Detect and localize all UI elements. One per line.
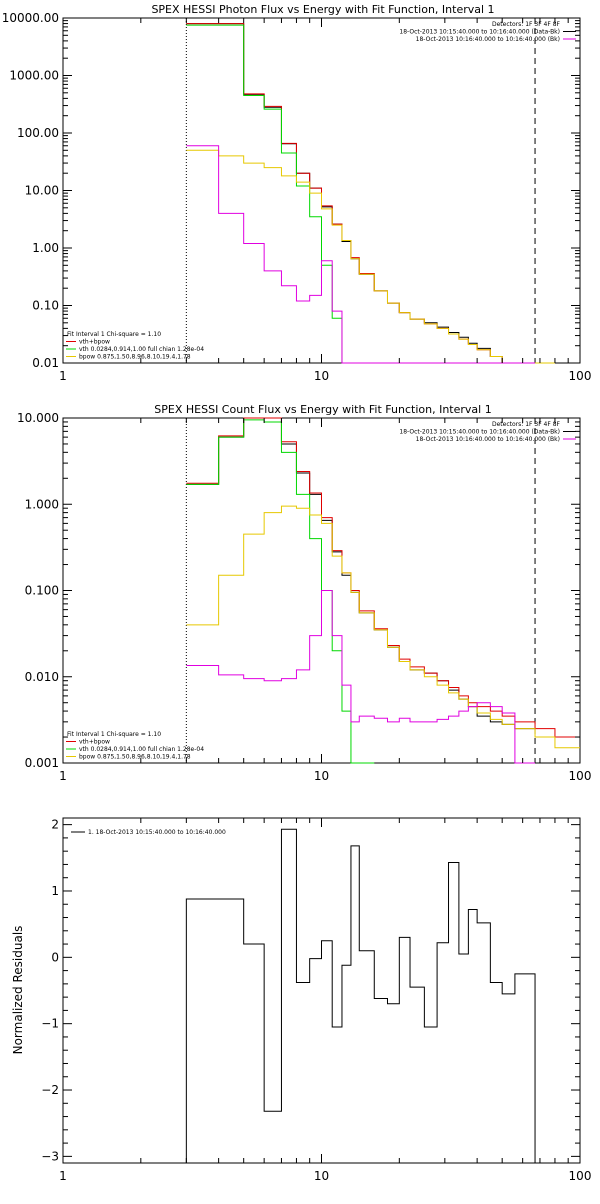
series-line-3	[186, 505, 580, 749]
legend-entry: vth 0.0284,0.914,1.00 full chian 1.28e-0…	[79, 746, 204, 753]
y-tick-label: 1.00	[32, 241, 59, 255]
legend-entry: Fit Interval 1 Chi-square = 1.10	[67, 331, 161, 338]
x-tick-label: 10	[314, 769, 329, 783]
y-tick-label: 0	[51, 950, 59, 964]
photon-flux-axes: 1 10 100 0.01 0.10 1.00 10.00 100.00 1000.00 1000…	[2, 11, 592, 383]
series-line-4	[186, 590, 536, 764]
residuals-axes: 1 10 100 −3 −2 −1 0 1 2	[41, 818, 591, 1183]
y-tick-label: 0.100	[25, 584, 59, 598]
y-tick-label: 100.00	[17, 126, 59, 140]
residuals-y-axis-label: Normalized Residuals	[11, 926, 25, 1055]
photon-flux-series	[186, 23, 555, 364]
photon-flux-guides	[185, 18, 536, 363]
y-tick-label: −3	[41, 1149, 59, 1163]
count-flux-title: SPEX HESSI Count Flux vs Energy with Fit…	[154, 403, 491, 416]
count-flux-panel: SPEX HESSI Count Flux vs Energy with Fit…	[17, 403, 591, 783]
series-line-4	[186, 145, 536, 364]
info-line: 18-Oct-2013 10:15:40.000 to 10:16:40.000…	[399, 29, 560, 36]
y-tick-label: 0.10	[32, 299, 59, 313]
y-tick-label: 10.00	[25, 184, 59, 198]
legend-entry: Fit Interval 1 Chi-square = 1.10	[67, 731, 161, 738]
count-flux-guides	[185, 418, 536, 763]
photon-flux-title: SPEX HESSI Photon Flux vs Energy with Fi…	[151, 3, 494, 16]
legend-entry: 1. 18-Oct-2013 10:15:40.000 to 10:16:40.…	[88, 829, 226, 836]
x-tick-label: 10	[314, 369, 329, 383]
legend-entry: vth+bpow	[79, 739, 110, 746]
info-line: Detectors: 1F 3F 4F 8F	[492, 421, 561, 428]
count-flux-series	[186, 417, 580, 764]
x-tick-label: 100	[569, 1169, 592, 1183]
y-tick-label: 0.01	[32, 356, 59, 370]
legend-entry: vth+bpow	[79, 339, 110, 346]
residuals-legend: 1. 18-Oct-2013 10:15:40.000 to 10:16:40.…	[71, 829, 226, 836]
y-tick-label: 0.001	[25, 756, 59, 770]
x-tick-label: 1	[59, 369, 67, 383]
count-flux-axes: 1 10 100 0.001 0.010 0.100 1.000 10.000	[17, 411, 591, 783]
residuals-panel: Normalized Residuals 1 10 100 −3 −2 −1 0 1 2 1. …	[11, 817, 591, 1183]
y-tick-label: −1	[41, 1017, 59, 1031]
y-tick-label: 1000.00	[9, 69, 59, 83]
series-line-3	[186, 149, 555, 364]
info-line: Detectors: 1F 3F 4F 8F	[492, 21, 561, 28]
series-line-2	[186, 419, 375, 764]
x-tick-label: 100	[569, 769, 592, 783]
photon-flux-legend: Fit Interval 1 Chi-square = 1.10vth+bpow…	[66, 331, 204, 361]
x-tick-label: 100	[569, 369, 592, 383]
x-tick-label: 1	[59, 769, 67, 783]
x-tick-label: 10	[314, 1169, 329, 1183]
y-tick-label: 1	[51, 884, 59, 898]
legend-entry: bpow 0.875,1.50,8.96,8.10,19.4,1.78	[79, 354, 191, 361]
info-line: 18-Oct-2013 10:16:40.000 to 10:16:40.000…	[416, 436, 560, 443]
y-tick-label: 0.010	[25, 670, 59, 684]
legend-entry: vth 0.0284,0.914,1.00 full chian 1.28e-0…	[79, 346, 204, 353]
info-line: 18-Oct-2013 10:16:40.000 to 10:16:40.000…	[416, 36, 560, 43]
y-tick-label: 10000.00	[2, 11, 59, 25]
x-tick-label: 1	[59, 1169, 67, 1183]
y-tick-label: 1.000	[25, 497, 59, 511]
photon-flux-panel: SPEX HESSI Photon Flux vs Energy with Fi…	[2, 3, 592, 383]
count-flux-legend: Fit Interval 1 Chi-square = 1.10vth+bpow…	[66, 731, 204, 761]
y-tick-label: 10.000	[17, 411, 59, 425]
residuals-series	[185, 828, 536, 1163]
y-tick-label: −2	[41, 1083, 59, 1097]
info-line: 18-Oct-2013 10:15:40.000 to 10:16:40.000…	[399, 429, 560, 436]
series-line-0	[185, 828, 536, 1163]
legend-entry: bpow 0.875,1.50,8.96,8.10,19.4,1.78	[79, 754, 191, 761]
y-tick-label: 2	[51, 818, 59, 832]
